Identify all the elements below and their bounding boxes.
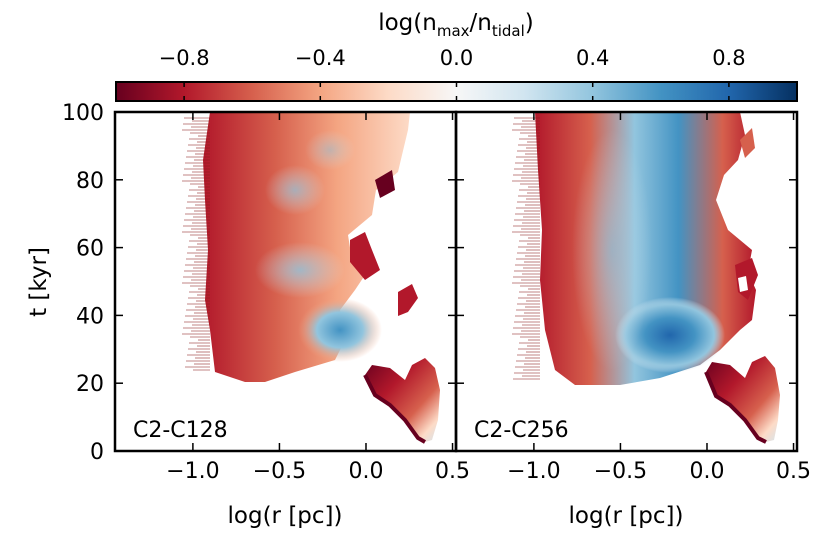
panel-left-lobe bbox=[365, 358, 440, 442]
colorbar-ticks: −0.8 −0.4 0.0 0.4 0.8 bbox=[159, 46, 746, 101]
panel-right-frame bbox=[454, 110, 799, 453]
panel-right-label: C2-C256 bbox=[474, 418, 569, 443]
x-tick-label: −0.5 bbox=[253, 459, 306, 484]
streaks bbox=[182, 117, 540, 380]
colorbar-tick-label: −0.4 bbox=[295, 46, 346, 70]
x-tick-label: −1.0 bbox=[507, 459, 560, 484]
x-tick-label: 0.5 bbox=[776, 459, 811, 484]
panel-right bbox=[456, 112, 797, 451]
x-axis-label-left: log(r [pc]) bbox=[228, 503, 343, 529]
x-tick-label: 0.0 bbox=[689, 459, 724, 484]
y-tick-label: 80 bbox=[76, 169, 104, 194]
x-axis-label-right: log(r [pc]) bbox=[569, 503, 684, 529]
x-tick-label: 0.5 bbox=[435, 459, 470, 484]
colorbar-label: log(nmax/ntidal) bbox=[378, 10, 534, 40]
y-tick-label: 20 bbox=[76, 372, 104, 397]
colorbar-tick-label: 0.0 bbox=[440, 46, 473, 70]
x-tick-label: 0.0 bbox=[348, 459, 383, 484]
x-axis-ticks: −1.0 −0.5 0.0 0.5 −1.0 −0.5 0.0 0.5 bbox=[166, 112, 811, 484]
y-tick-label: 0 bbox=[90, 440, 104, 465]
x-tick-label: −1.0 bbox=[166, 459, 219, 484]
colorbar-tick-label: 0.4 bbox=[576, 46, 609, 70]
y-tick-label: 60 bbox=[76, 237, 104, 262]
panel-left bbox=[115, 112, 455, 451]
panel-left-dense-blob bbox=[298, 298, 382, 362]
y-axis-label: t [kyr] bbox=[26, 247, 52, 317]
y-tick-label: 100 bbox=[62, 101, 104, 126]
colorbar-tick-label: 0.8 bbox=[712, 46, 745, 70]
colorbar-tick-label: −0.8 bbox=[159, 46, 210, 70]
y-tick-label: 40 bbox=[76, 304, 104, 329]
panel-right-lobe bbox=[706, 356, 780, 442]
x-tick-label: −0.5 bbox=[594, 459, 647, 484]
panel-left-label: C2-C128 bbox=[133, 418, 228, 443]
